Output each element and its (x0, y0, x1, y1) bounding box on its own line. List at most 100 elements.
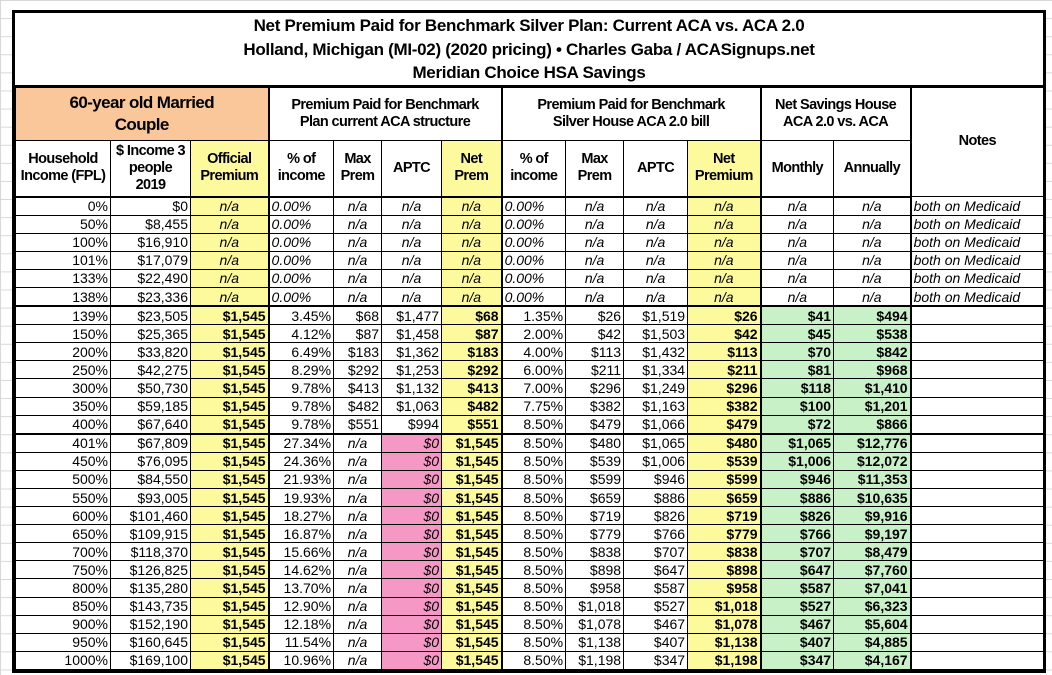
title-line-1: Net Premium Paid for Benchmark Silver Pl… (253, 16, 805, 35)
cell-official-premium: $1,545 (189, 596, 270, 616)
cell-household-income-fpl: 700% (15, 542, 111, 562)
cell-house-net-premium: $1,018 (687, 596, 762, 616)
cell-house-aptc: $587 (623, 578, 689, 598)
cell-current-max-prem: n/a (333, 542, 383, 562)
cell-house-pct-income: 1.35% (500, 305, 567, 326)
cell-current-aptc: $1,458 (381, 324, 443, 344)
table-row: 250% $42,275 $1,545 8.29% $292 $1,253 $292 6.00… (15, 360, 1045, 380)
cell-savings-monthly: n/a (759, 232, 835, 252)
cell-house-max-prem: $958 (565, 578, 625, 598)
cell-house-aptc: $946 (623, 469, 689, 490)
cell-current-net-prem: $292 (441, 360, 503, 380)
cell-official-premium: n/a (189, 286, 270, 307)
cell-current-aptc: n/a (381, 196, 443, 216)
cell-official-premium: n/a (189, 268, 270, 288)
cell-income-3-people: $84,550 (110, 469, 191, 490)
cell-income-3-people: $23,505 (110, 305, 191, 326)
table-row: 400% $67,640 $1,545 9.78% $551 $994 $551 8.50% $… (15, 414, 1045, 435)
cell-notes: both on Medicaid (909, 196, 1045, 216)
cell-household-income-fpl: 400% (15, 414, 111, 435)
cell-current-max-prem: n/a (333, 451, 383, 471)
cell-current-max-prem: n/a (333, 232, 383, 252)
table-row: 900% $152,190 $1,545 12.18% n/a $0 $1,545 8.50%… (15, 614, 1045, 634)
table-row: 1000% $169,100 $1,545 10.96% n/a $0 $1,545 8.50… (15, 650, 1045, 670)
title-line-2: Holland, Michigan (MI-02) (2020 pricing)… (243, 39, 815, 59)
cell-savings-annually: n/a (833, 214, 912, 234)
table-row: 401% $67,809 $1,545 27.34% n/a $0 $1,545 8.50% $… (15, 432, 1045, 453)
cell-current-pct-income: 24.36% (267, 451, 335, 471)
cell-house-pct-income: 0.00% (500, 250, 567, 270)
group-header-current-aca: Premium Paid for Benchmark Plan current … (267, 86, 503, 141)
cell-current-max-prem: n/a (333, 250, 383, 270)
column-header-household-income-fpl: Household Income (FPL) (15, 139, 111, 198)
cell-savings-annually: $9,197 (833, 524, 912, 544)
cell-household-income-fpl: 800% (15, 578, 111, 598)
table-row: 750% $126,825 $1,545 14.62% n/a $0 $1,545 8.50%… (15, 560, 1045, 580)
cell-savings-annually: $8,479 (833, 542, 912, 562)
notes-header: Notes (909, 86, 1045, 197)
cell-income-3-people: $25,365 (110, 324, 191, 344)
cell-current-pct-income: 21.93% (267, 469, 335, 490)
table-row: 550% $93,005 $1,545 19.93% n/a $0 $1,545 8.50% $… (15, 487, 1045, 508)
cell-house-net-premium: $1,078 (687, 614, 762, 634)
cell-notes: both on Medicaid (909, 250, 1045, 270)
cell-income-3-people: $118,370 (110, 542, 191, 562)
cell-current-max-prem: $551 (333, 414, 383, 435)
cell-current-net-prem: $1,545 (441, 469, 503, 490)
cell-house-pct-income: 0.00% (500, 196, 567, 216)
cell-notes (909, 324, 1045, 344)
table-row: 300% $50,730 $1,545 9.78% $413 $1,132 $413 7.00… (15, 378, 1045, 398)
cell-house-pct-income: 8.50% (500, 632, 567, 652)
cell-house-pct-income: 8.50% (500, 524, 567, 544)
cell-current-max-prem: $68 (333, 305, 383, 326)
cell-official-premium: $1,545 (189, 360, 270, 380)
cell-house-aptc: $1,519 (623, 305, 689, 326)
cell-current-net-prem: $1,545 (441, 632, 503, 652)
cell-savings-annually: $6,323 (833, 596, 912, 616)
cell-savings-monthly: $766 (759, 524, 835, 544)
cell-current-aptc: $0 (381, 614, 443, 634)
cell-income-3-people: $135,280 (110, 578, 191, 598)
cell-current-net-prem: $1,545 (441, 614, 503, 634)
cell-savings-monthly: $886 (759, 487, 835, 508)
cell-savings-annually: n/a (833, 268, 912, 288)
cell-house-max-prem: $1,138 (565, 632, 625, 652)
cell-house-aptc: $467 (623, 614, 689, 634)
cell-house-pct-income: 8.50% (500, 414, 567, 435)
cell-current-max-prem: $87 (333, 324, 383, 344)
cell-notes (909, 487, 1045, 508)
cell-savings-monthly: $81 (759, 360, 835, 380)
cell-household-income-fpl: 600% (15, 506, 111, 526)
cell-current-net-prem: n/a (441, 232, 503, 252)
cell-house-net-premium: $296 (687, 378, 762, 398)
cell-current-max-prem: n/a (333, 524, 383, 544)
cell-current-pct-income: 15.66% (267, 542, 335, 562)
cell-notes (909, 305, 1045, 326)
cell-house-net-premium: $480 (687, 432, 762, 453)
cell-savings-annually: $4,167 (833, 650, 912, 670)
cell-house-pct-income: 8.50% (500, 469, 567, 490)
table-row: 139% $23,505 $1,545 3.45% $68 $1,477 $68 1.35% $… (15, 305, 1045, 326)
table-title: Net Premium Paid for Benchmark Silver Pl… (15, 13, 1043, 87)
cell-savings-annually: $842 (833, 342, 912, 362)
cell-current-max-prem: n/a (333, 614, 383, 634)
cell-house-aptc: $886 (623, 487, 689, 508)
cell-current-net-prem: $1,545 (441, 560, 503, 580)
cell-house-pct-income: 8.50% (500, 487, 567, 508)
cell-house-aptc: n/a (623, 268, 689, 288)
cell-notes (909, 432, 1045, 453)
cell-house-pct-income: 8.50% (500, 506, 567, 526)
table-row: 800% $135,280 $1,545 13.70% n/a $0 $1,545 8.50%… (15, 578, 1045, 598)
cell-house-aptc: $1,066 (623, 414, 689, 435)
cell-house-aptc: $407 (623, 632, 689, 652)
cell-income-3-people: $126,825 (110, 560, 191, 580)
column-header-current-pct-income: % of income (267, 139, 335, 198)
cell-current-aptc: n/a (381, 214, 443, 234)
cell-income-3-people: $23,336 (110, 286, 191, 307)
table-row: 450% $76,095 $1,545 24.36% n/a $0 $1,545 8.50% $… (15, 451, 1045, 471)
cell-savings-annually: n/a (833, 196, 912, 216)
cell-notes (909, 396, 1045, 416)
cell-household-income-fpl: 750% (15, 560, 111, 580)
cell-current-aptc: $1,362 (381, 342, 443, 362)
cell-notes (909, 378, 1045, 398)
